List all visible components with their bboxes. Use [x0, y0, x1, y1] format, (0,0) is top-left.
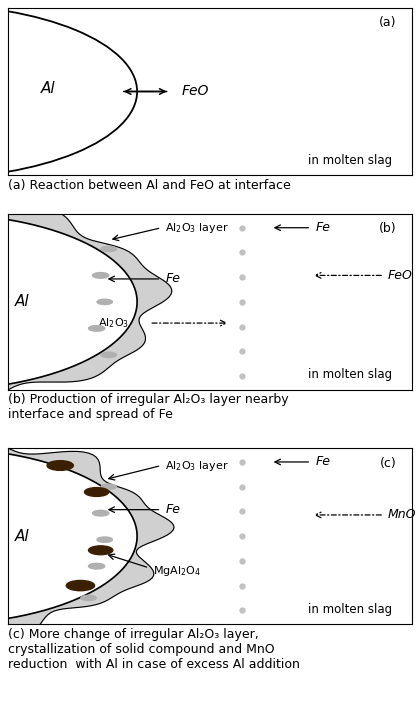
- Text: MnO: MnO: [388, 508, 417, 521]
- Text: in molten slag: in molten slag: [308, 368, 392, 382]
- Text: (a): (a): [379, 16, 396, 29]
- Text: FeO: FeO: [388, 269, 413, 282]
- Text: Al$_2$O$_3$ layer: Al$_2$O$_3$ layer: [165, 459, 229, 473]
- Ellipse shape: [101, 246, 116, 251]
- Ellipse shape: [101, 352, 116, 357]
- Ellipse shape: [97, 299, 113, 305]
- Text: (b): (b): [378, 222, 396, 236]
- Ellipse shape: [101, 484, 116, 489]
- Text: Al: Al: [14, 294, 29, 310]
- Ellipse shape: [92, 511, 109, 516]
- Ellipse shape: [66, 580, 94, 591]
- Polygon shape: [0, 205, 172, 404]
- Text: Al: Al: [14, 528, 29, 544]
- Ellipse shape: [97, 537, 113, 543]
- Ellipse shape: [89, 325, 105, 331]
- Text: in molten slag: in molten slag: [308, 154, 392, 167]
- Polygon shape: [0, 448, 137, 624]
- Text: FeO: FeO: [182, 85, 209, 98]
- Polygon shape: [0, 214, 137, 390]
- Text: (a) Reaction between Al and FeO at interface: (a) Reaction between Al and FeO at inter…: [8, 179, 291, 192]
- Ellipse shape: [89, 563, 105, 569]
- Ellipse shape: [89, 546, 113, 555]
- Text: Fe: Fe: [165, 503, 181, 516]
- Ellipse shape: [47, 461, 74, 471]
- Ellipse shape: [81, 595, 96, 601]
- Text: (c) More change of irregular Al₂O₃ layer,
crystallization of solid compound and : (c) More change of irregular Al₂O₃ layer…: [8, 628, 300, 671]
- Polygon shape: [0, 433, 174, 637]
- Text: Al$_2$O$_3$ layer: Al$_2$O$_3$ layer: [165, 221, 229, 235]
- Text: (c): (c): [380, 456, 396, 470]
- Text: Fe: Fe: [315, 221, 330, 234]
- Text: Al$_2$O$_3$: Al$_2$O$_3$: [98, 316, 129, 330]
- Ellipse shape: [84, 488, 109, 496]
- Text: (b) Production of irregular Al₂O₃ layer nearby
interface and spread of Fe: (b) Production of irregular Al₂O₃ layer …: [8, 393, 289, 421]
- Text: in molten slag: in molten slag: [308, 602, 392, 616]
- Text: Fe: Fe: [315, 456, 330, 468]
- Ellipse shape: [92, 273, 109, 278]
- Text: Al: Al: [41, 80, 55, 95]
- Text: Fe: Fe: [165, 273, 181, 286]
- Text: MgAl$_2$O$_4$: MgAl$_2$O$_4$: [153, 565, 202, 578]
